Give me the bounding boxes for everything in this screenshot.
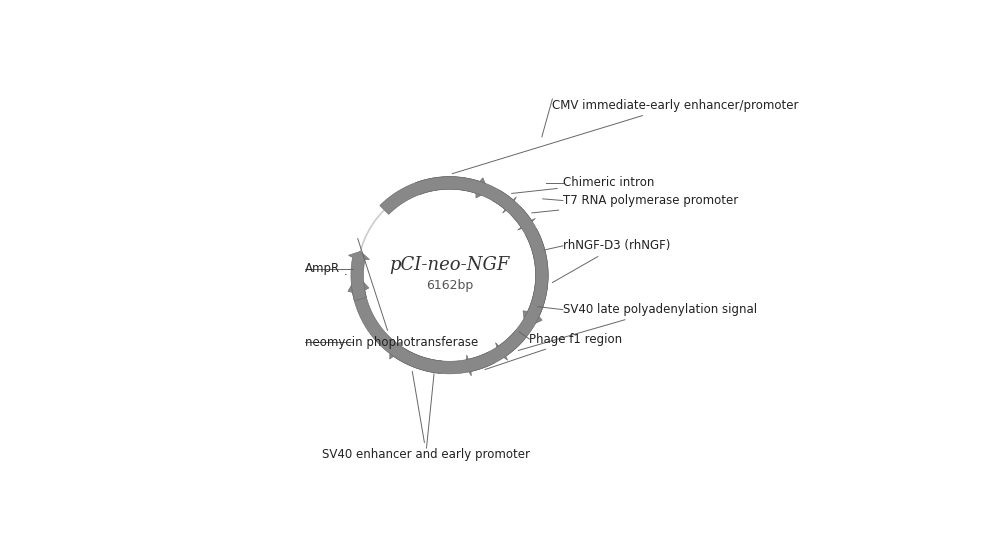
Text: Chimeric intron: Chimeric intron xyxy=(512,177,654,193)
Polygon shape xyxy=(348,251,369,301)
Text: SV40 enhancer and early promoter: SV40 enhancer and early promoter xyxy=(322,371,530,461)
Polygon shape xyxy=(493,190,516,213)
Polygon shape xyxy=(348,177,548,374)
Text: 6162bp: 6162bp xyxy=(426,279,473,292)
Text: rhNGF-D3 (rhNGF): rhNGF-D3 (rhNGF) xyxy=(552,239,670,283)
Text: SV40 late polyadenylation signal: SV40 late polyadenylation signal xyxy=(518,303,757,350)
Polygon shape xyxy=(523,229,548,328)
Polygon shape xyxy=(416,177,489,198)
Text: CMV immediate-early enhancer/promoter: CMV immediate-early enhancer/promoter xyxy=(452,99,799,174)
Text: AmpR: AmpR xyxy=(305,263,346,275)
Text: pCI-neo-NGF: pCI-neo-NGF xyxy=(389,256,510,274)
Text: Phage f1 region: Phage f1 region xyxy=(485,332,622,370)
Text: T7 RNA polymerase promoter: T7 RNA polymerase promoter xyxy=(532,194,738,213)
Polygon shape xyxy=(466,352,494,376)
Polygon shape xyxy=(390,342,442,373)
Polygon shape xyxy=(496,330,525,360)
Text: neomycin phophotransferase: neomycin phophotransferase xyxy=(305,239,478,349)
Polygon shape xyxy=(511,207,535,230)
